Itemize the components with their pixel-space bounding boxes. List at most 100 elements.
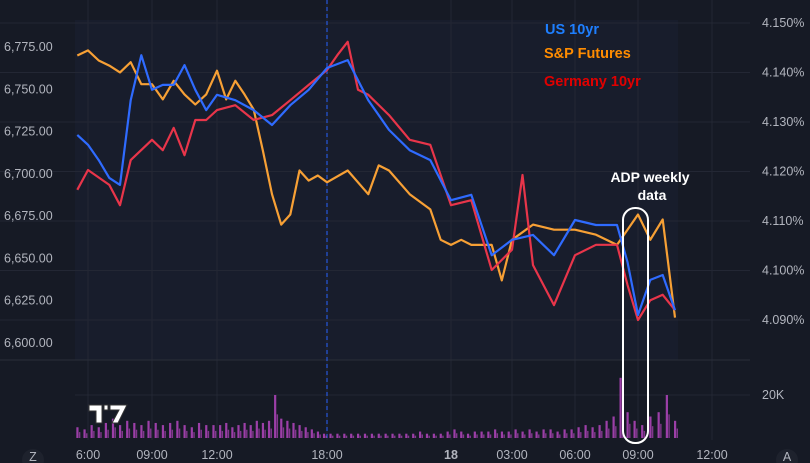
zoom-reset-button[interactable]: Z: [22, 449, 44, 463]
volume-bar: [150, 428, 152, 438]
volume-bar: [636, 428, 638, 438]
volume-bar: [394, 435, 396, 438]
volume-bar: [207, 430, 210, 438]
left-axis-tick: 6,600.00: [4, 336, 53, 350]
volume-bar: [169, 422, 172, 438]
volume-bar: [322, 433, 326, 438]
volume-bar: [93, 430, 95, 438]
volume-bar: [521, 431, 524, 438]
volume-bar: [121, 430, 123, 438]
volume-bar: [258, 428, 260, 438]
volume-bar: [227, 429, 230, 438]
volume-bar: [310, 429, 313, 438]
volume-bar: [313, 433, 315, 438]
volume-bar: [552, 433, 554, 438]
volume-bar: [126, 420, 129, 438]
volume-bar: [345, 435, 348, 438]
volume-bar: [605, 420, 608, 438]
volume-bar: [435, 435, 437, 438]
right-axis-tick: 4.130%: [762, 115, 804, 129]
volume-bars: [76, 377, 678, 438]
volume-bar: [332, 435, 334, 438]
volume-bar: [231, 427, 234, 438]
volume-bar: [363, 433, 367, 438]
volume-bar: [357, 433, 360, 438]
volume-bar: [649, 416, 652, 438]
volume-bar: [76, 427, 79, 438]
volume-bar: [489, 434, 492, 438]
volume-bar: [514, 429, 517, 438]
volume-bar: [439, 433, 442, 438]
volume-bar: [142, 430, 145, 438]
volume-bar: [573, 433, 575, 438]
auto-scale-button[interactable]: A: [776, 449, 798, 463]
volume-bar: [577, 427, 580, 438]
volume-bar: [391, 433, 394, 438]
volume-bar: [559, 434, 561, 438]
volume-bar: [496, 433, 499, 438]
volume-bar: [133, 422, 136, 438]
right-axis-tick: 4.120%: [762, 165, 804, 179]
x-axis-tick: 09:00: [136, 448, 167, 462]
x-axis-tick: 09:00: [622, 448, 653, 462]
volume-bar: [373, 435, 375, 438]
volume-bar: [676, 428, 678, 438]
volume-bar: [276, 414, 279, 438]
annotation-text-line2: data: [638, 187, 667, 203]
volume-bar: [598, 425, 601, 438]
volume-bar: [542, 429, 545, 438]
volume-bar: [186, 430, 188, 438]
left-axis-tick: 6,700.00: [4, 167, 53, 181]
volume-bar: [549, 429, 552, 438]
x-axis-tick: 12:00: [696, 448, 727, 462]
volume-bar: [307, 432, 309, 438]
volume-bar: [566, 433, 568, 438]
volume-bar: [316, 431, 320, 438]
volume-bar: [190, 427, 193, 438]
series-line-s-p-futures: [76, 49, 677, 318]
volume-bar: [455, 433, 458, 438]
volume-bar: [473, 431, 476, 438]
volume-bar: [200, 429, 202, 438]
volume-bar: [350, 433, 353, 438]
volume-bar: [608, 428, 610, 438]
x-axis-tick: 18:00: [311, 448, 342, 462]
volume-bar: [476, 434, 478, 438]
volume-bar: [619, 377, 622, 438]
volume-bar: [462, 434, 465, 438]
volume-bar: [83, 429, 86, 438]
left-axis-tick: 6,750.00: [4, 82, 53, 96]
volume-bar: [524, 434, 526, 438]
volume-bar: [643, 430, 646, 438]
right-axis-tick: 4.090%: [762, 313, 804, 327]
volume-bar: [469, 435, 471, 438]
right-axis: 4.150% 4.140% 4.130% 4.120% 4.110% 4.100% 4.09…: [762, 16, 804, 327]
volume-bar: [329, 433, 332, 438]
volume-bar: [535, 431, 538, 438]
volume-bar: [629, 423, 631, 438]
volume-bar: [298, 425, 301, 438]
volume-bar: [157, 429, 159, 438]
volume-bar: [164, 430, 166, 438]
x-axis-tick: 03:00: [496, 448, 527, 462]
left-axis-tick: 6,675.00: [4, 209, 53, 223]
volume-bar: [400, 435, 403, 438]
volume-bar: [237, 425, 240, 438]
volume-bar: [325, 435, 327, 438]
series-line-us-10yr: [76, 54, 677, 317]
volume-bar: [114, 427, 116, 438]
volume-bar: [633, 420, 636, 438]
volume-bar: [78, 432, 81, 438]
volume-bar: [665, 395, 668, 438]
volume-bar: [412, 433, 415, 438]
volume-bar: [601, 430, 603, 438]
volume-bar: [387, 435, 389, 438]
annotation-highlight-ellipse: [622, 207, 649, 444]
volume-bar: [507, 431, 510, 438]
volume-bar: [500, 431, 504, 438]
volume-bar: [594, 432, 596, 438]
series-line-germany-10yr: [76, 40, 676, 322]
volume-bar: [398, 433, 401, 438]
right-axis-tick: 4.140%: [762, 66, 804, 80]
